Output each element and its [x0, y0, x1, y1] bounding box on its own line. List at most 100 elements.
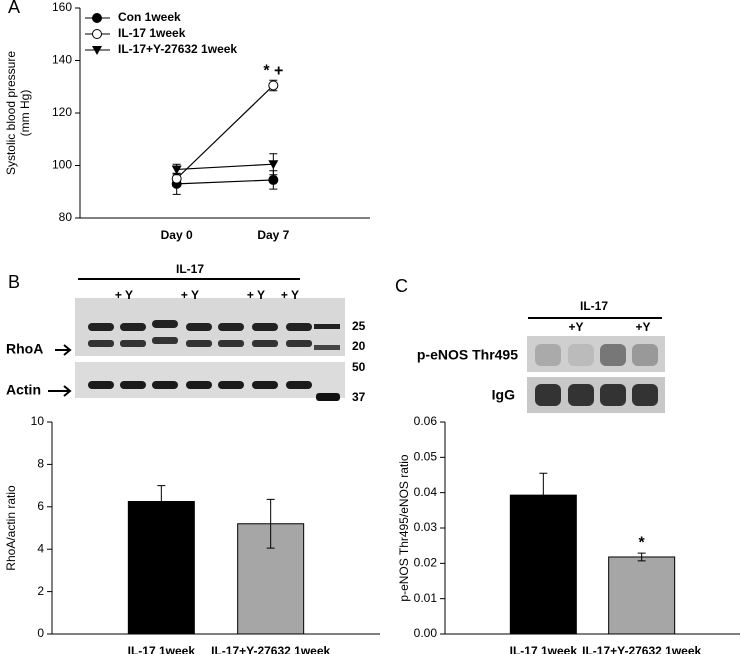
y-tick-label: 0.04 — [414, 485, 438, 499]
point — [171, 165, 182, 175]
band — [252, 323, 278, 331]
x-tick-label: IL-17+Y-27632 1week — [211, 644, 330, 654]
legend-marker — [92, 13, 102, 23]
annotation: * — [639, 534, 646, 551]
band — [120, 340, 146, 347]
band — [252, 340, 278, 347]
x-tick-label: IL-17 1week — [128, 644, 196, 654]
y-tick-label: 4 — [37, 541, 44, 555]
band — [218, 381, 244, 389]
blot-row: IgG — [492, 387, 515, 403]
band — [632, 384, 658, 406]
y-tick-label: 100 — [52, 158, 72, 172]
x-tick-label: Day 7 — [257, 228, 289, 242]
y-tick-label: 6 — [37, 499, 44, 513]
legend-label: Con 1week — [118, 10, 181, 24]
arrow — [55, 344, 72, 356]
line — [176, 163, 274, 171]
blot-images — [48, 278, 665, 413]
error-bar — [266, 498, 275, 549]
blot-group: IL-17 — [580, 299, 608, 313]
blot-row: p-eNOS Thr495 — [417, 347, 518, 363]
y-tick-label: 0.05 — [414, 450, 438, 464]
y-axis-label: p-eNOS Thr495/eNOS ratio — [397, 454, 411, 602]
point — [268, 160, 279, 170]
band — [88, 381, 114, 389]
bar — [509, 494, 577, 635]
mw-marker: 20 — [352, 339, 366, 353]
band — [252, 381, 278, 389]
band — [600, 344, 626, 366]
y-tick-label: 0 — [37, 626, 44, 640]
band — [568, 344, 594, 366]
arrow — [48, 385, 72, 397]
band — [218, 340, 244, 347]
bar — [608, 556, 676, 635]
band — [88, 323, 114, 331]
panel-label: C — [395, 276, 408, 296]
band — [88, 340, 114, 347]
line — [176, 85, 274, 180]
mw-marker: 25 — [352, 319, 366, 333]
y-tick-label: 2 — [37, 584, 44, 598]
mw-marker: 37 — [352, 390, 366, 404]
panel-label: B — [8, 272, 20, 292]
band — [120, 381, 146, 389]
blot-treatment: +Y — [568, 320, 583, 334]
point — [171, 173, 182, 184]
y-tick-label: 10 — [31, 414, 45, 428]
error-bar — [637, 552, 646, 562]
y-tick-label: 0.06 — [414, 414, 438, 428]
legend-label: IL-17+Y-27632 1week — [118, 42, 237, 56]
y-tick-label: 120 — [52, 105, 72, 119]
y-tick-label: 8 — [37, 457, 44, 471]
y-tick-label: 160 — [52, 0, 72, 14]
legend-label: IL-17 1week — [118, 26, 186, 40]
y-axis-label: (mm Hg) — [18, 90, 32, 137]
blot-treatment: + Y — [247, 288, 265, 302]
legend-marker — [92, 29, 102, 39]
y-tick-label: 80 — [59, 210, 73, 224]
marker-band — [314, 324, 340, 329]
band — [186, 340, 212, 347]
x-tick-label: Day 0 — [161, 228, 193, 242]
band — [152, 381, 178, 389]
marker-band — [316, 393, 340, 401]
blot-treatment: + Y — [115, 288, 133, 302]
error-bar — [157, 485, 166, 518]
y-axis-label: Systolic blood pressure — [4, 51, 18, 175]
point — [268, 174, 279, 185]
band — [535, 344, 561, 366]
x-tick-label: IL-17+Y-27632 1week — [582, 644, 701, 654]
band — [120, 323, 146, 331]
band — [632, 344, 658, 366]
mw-marker: 50 — [352, 360, 366, 374]
y-tick-label: 0.02 — [414, 556, 438, 570]
blot-treatment: +Y — [635, 320, 650, 334]
y-tick-label: 0.01 — [414, 591, 438, 605]
point — [268, 80, 279, 91]
annotation: * + — [263, 62, 283, 79]
error-bar — [539, 472, 548, 518]
band — [286, 381, 312, 389]
band — [186, 323, 212, 331]
y-tick-label: 140 — [52, 53, 72, 67]
y-tick-label: 0.00 — [414, 626, 438, 640]
y-axis-label: RhoA/actin ratio — [4, 485, 18, 571]
band — [152, 337, 178, 344]
marker-band — [314, 345, 340, 350]
panel-label: A — [8, 0, 20, 17]
blot-treatment: + Y — [181, 288, 199, 302]
blot-row: Actin — [6, 382, 41, 398]
bar — [127, 501, 195, 635]
legend-marker — [92, 46, 102, 55]
band — [186, 381, 212, 389]
blot-actin — [75, 362, 345, 398]
band — [600, 384, 626, 406]
blot-treatment: + Y — [281, 288, 299, 302]
band — [152, 320, 178, 328]
blot-group: IL-17 — [176, 262, 204, 276]
band — [286, 340, 312, 347]
